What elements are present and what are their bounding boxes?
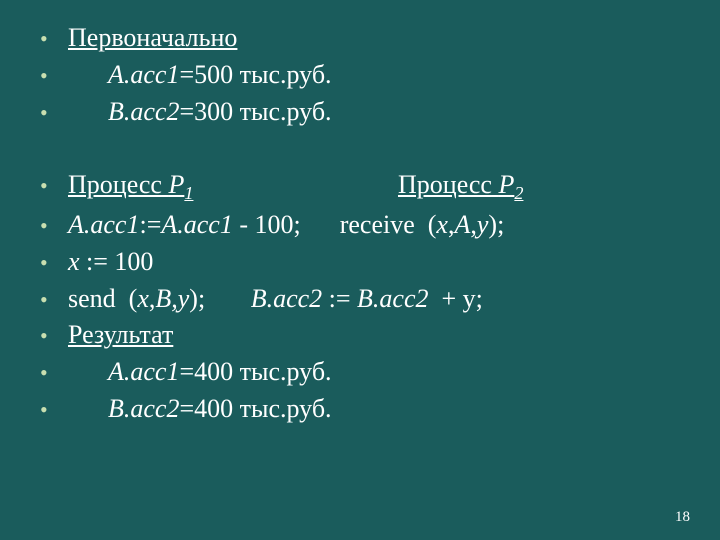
bullet-line-2: • A.acc1=500 тыс.руб. [40, 57, 680, 94]
bullet-icon: • [40, 23, 54, 54]
process-p2-label: Процесс Р2 [398, 167, 523, 207]
text-line: send (x,B,y); B.acc2 := B.acc2 + y; [68, 281, 680, 318]
text-line: B.acc2=400 тыс.руб. [68, 391, 680, 428]
bullet-line-6: • x := 100 [40, 244, 680, 281]
var-a-acc1-result: A.acc1 [108, 357, 179, 386]
var-a-acc1: A.acc1 [108, 60, 179, 89]
var-b-acc2-result: B.acc2 [108, 394, 179, 423]
text-line: B.acc2=300 тыс.руб. [68, 94, 680, 131]
bullet-icon: • [40, 284, 54, 315]
bullet-icon: • [40, 394, 54, 425]
text-line: Процесс Р1 Процесс Р2 [68, 167, 680, 207]
value-500: =500 тыс.руб. [179, 60, 331, 89]
page-number: 18 [675, 509, 690, 526]
text-line: Первоначально [68, 20, 680, 57]
bullet-line-7: • send (x,B,y); B.acc2 := B.acc2 + y; [40, 281, 680, 318]
slide-content: • Первоначально • A.acc1=500 тыс.руб. • … [40, 20, 680, 428]
text-line: Результат [68, 317, 680, 354]
bullet-icon: • [40, 247, 54, 278]
text-line: A.acc1:=A.acc1 - 100; receive (x,A,y); [68, 207, 680, 244]
text-line: A.acc1=500 тыс.руб. [68, 57, 680, 94]
bullet-line-3: • B.acc2=300 тыс.руб. [40, 94, 680, 131]
value-400b: =400 тыс.руб. [179, 394, 331, 423]
process-p1-label: Процесс Р1 [68, 167, 398, 207]
value-300: =300 тыс.руб. [179, 97, 331, 126]
heading-initial: Первоначально [68, 23, 237, 52]
bullet-icon: • [40, 60, 54, 91]
text-line: A.acc1=400 тыс.руб. [68, 354, 680, 391]
bullet-icon: • [40, 357, 54, 388]
spacer [40, 131, 680, 167]
bullet-icon: • [40, 210, 54, 241]
bullet-line-8: • Результат [40, 317, 680, 354]
var-b-acc2: B.acc2 [108, 97, 179, 126]
bullet-line-5: • A.acc1:=A.acc1 - 100; receive (x,A,y); [40, 207, 680, 244]
bullet-line-9: • A.acc1=400 тыс.руб. [40, 354, 680, 391]
bullet-icon: • [40, 320, 54, 351]
bullet-line-4: • Процесс Р1 Процесс Р2 [40, 167, 680, 207]
heading-result: Результат [68, 320, 173, 349]
bullet-icon: • [40, 97, 54, 128]
bullet-line-10: • B.acc2=400 тыс.руб. [40, 391, 680, 428]
text-line: x := 100 [68, 244, 680, 281]
bullet-icon: • [40, 170, 54, 201]
bullet-line-1: • Первоначально [40, 20, 680, 57]
value-400a: =400 тыс.руб. [179, 357, 331, 386]
